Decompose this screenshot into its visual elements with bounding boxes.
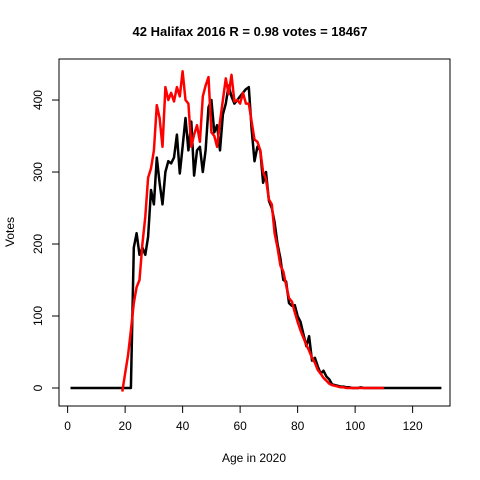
x-tick-label: 0 <box>64 419 71 433</box>
x-tick-label: 80 <box>291 419 305 433</box>
x-tick-label: 40 <box>176 419 190 433</box>
y-tick-label: 400 <box>31 90 45 110</box>
y-tick-label: 100 <box>31 306 45 326</box>
x-tick-label: 20 <box>118 419 132 433</box>
x-axis: 0 20 40 60 80 100 120 <box>64 406 423 433</box>
chart-title: 42 Halifax 2016 R = 0.98 votes = 18467 <box>133 24 368 39</box>
series-layer <box>70 69 442 392</box>
x-tick-label: 100 <box>345 419 365 433</box>
series-line-1 <box>70 84 442 390</box>
y-tick-label: 200 <box>31 234 45 254</box>
x-tick-label: 60 <box>233 419 247 433</box>
y-tick-label: 300 <box>31 162 45 182</box>
plot-frame <box>58 58 451 407</box>
x-tick-label: 120 <box>403 419 423 433</box>
series-line-2 <box>121 69 384 392</box>
y-axis-label: Votes <box>3 217 17 247</box>
y-axis: 0 100 200 300 400 <box>31 90 59 391</box>
x-axis-label: Age in 2020 <box>222 451 286 465</box>
y-tick-label: 0 <box>31 384 45 391</box>
